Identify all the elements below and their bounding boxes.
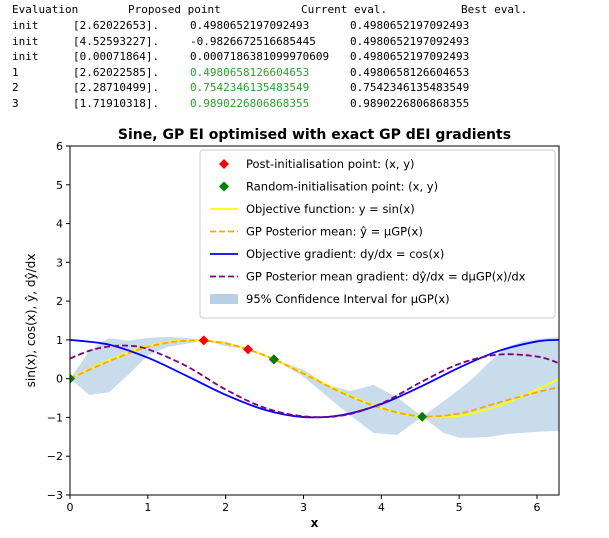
- legend-swatch: [210, 294, 238, 304]
- log-cell-best: 0.4980652197092493: [350, 34, 470, 48]
- legend-entry: GP Posterior mean: ŷ = μGP(x): [246, 225, 423, 239]
- legend-entry: Objective function: y = sin(x): [246, 202, 415, 216]
- log-cell-eval: init: [12, 34, 39, 48]
- log-row: init [0.00071864]. 0.0007186381099970609 0.…: [0, 50, 609, 65]
- sin-line: [70, 339, 559, 419]
- log-header-best: Best eval.: [461, 3, 528, 16]
- legend-entry: Objective gradient: dy/dx = cos(x): [246, 247, 444, 261]
- log-cell-best: 0.4980652197092493: [350, 19, 470, 32]
- log-row: init [2.62022653]. 0.4980652197092493 0.498…: [0, 19, 609, 34]
- legend-marker: [219, 181, 229, 192]
- y-axis-label: sin(x), cos(x), ŷ, dŷ/dx: [24, 254, 38, 388]
- x-tick-label: 1: [144, 501, 151, 514]
- plot-area: [70, 335, 559, 438]
- legend-entry: 95% Confidence Interval for μGP(x): [246, 292, 450, 306]
- log-cell-best: 0.4980652197092493: [350, 50, 470, 63]
- chart: 0 1 2 3 4 5 6 −3 −2 −1 0 1 2 3 4 5 6 Sine, GP EI optimise…: [24, 127, 560, 530]
- log-cell-proposed: [2.28710499].: [73, 81, 160, 94]
- log-cell-current: 0.4980658126604653: [190, 65, 310, 79]
- log-row: 2 [2.28710499]. 0.7542346135483549 0.754234…: [0, 81, 609, 96]
- log-header-evaluation: Evaluation: [12, 3, 79, 16]
- log-cell-proposed: [1.71910318].: [73, 96, 160, 110]
- log-cell-proposed: [4.52593227].: [73, 34, 160, 48]
- chart-title: Sine, GP EI optimised with exact GP dEI …: [118, 127, 511, 143]
- log-row: 1 [2.62022585]. 0.4980658126604653 0.498065…: [0, 66, 609, 81]
- posterior-gradient-line: [70, 344, 559, 419]
- y-tick-label: 6: [56, 140, 63, 153]
- log-header-proposed: Proposed point: [128, 3, 221, 16]
- x-tick-label: 2: [222, 501, 229, 514]
- axes-frame: [69, 145, 560, 496]
- log-cell-current: 0.9890226806868355: [190, 96, 310, 110]
- x-tick-label: 4: [378, 501, 385, 514]
- log-cell-best: 0.4980658126604653: [350, 65, 470, 79]
- y-tick-label: 3: [56, 256, 63, 269]
- legend-box: [199, 149, 556, 319]
- evaluation-log: Evaluation Proposed point Current eval. …: [0, 0, 609, 120]
- log-cell-eval: 2: [12, 81, 19, 94]
- log-cell-best: 0.7542346135483549: [350, 81, 470, 94]
- log-cell-proposed: [2.62022585].: [73, 65, 160, 79]
- log-cell-current: 0.0007186381099970609: [190, 50, 330, 63]
- post-init-point: [198, 335, 209, 346]
- y-tick-label: −1: [47, 411, 63, 424]
- log-cell-current: 0.4980652197092493: [190, 19, 310, 32]
- legend-entry: GP Posterior mean gradient: dŷ/dx = dμGP…: [246, 270, 526, 284]
- log-cell-eval: 1: [12, 65, 19, 79]
- y-tick-label: 4: [56, 218, 63, 231]
- random-init-point: [268, 354, 279, 365]
- x-tick-label: 6: [533, 501, 540, 514]
- x-tick-label: 5: [456, 501, 463, 514]
- x-tick-label: 3: [300, 501, 307, 514]
- legend-entry: Post-initialisation point: (x, y): [246, 157, 415, 171]
- log-header-row: Evaluation Proposed point Current eval. …: [0, 3, 609, 18]
- log-row: init [4.52593227]. -0.9826672516685445 0.49…: [0, 35, 609, 50]
- log-cell-proposed: [2.62022653].: [73, 19, 160, 32]
- log-cell-best: 0.9890226806868355: [350, 96, 470, 110]
- y-tick-label: 0: [56, 373, 63, 386]
- y-tick-label: 5: [56, 179, 63, 192]
- y-tick-label: 1: [56, 334, 63, 347]
- x-axis-label: x: [311, 516, 319, 530]
- random-init-point: [70, 373, 76, 384]
- random-init-point: [417, 411, 428, 422]
- post-init-point: [243, 344, 254, 355]
- log-cell-eval: init: [12, 50, 39, 63]
- log-row: 3 [1.71910318]. 0.9890226806868355 0.989022…: [0, 97, 609, 112]
- log-cell-current: 0.7542346135483549: [190, 81, 310, 94]
- y-tick-label: −2: [47, 450, 63, 463]
- legend: Post-initialisation point: (x, y) Random-…: [199, 149, 556, 319]
- confidence-band: [70, 336, 559, 438]
- log-cell-eval: init: [12, 19, 39, 32]
- y-tick-label: −3: [47, 489, 63, 502]
- log-cell-proposed: [0.00071864].: [73, 50, 160, 63]
- x-tick-label: 0: [67, 501, 74, 514]
- legend-entry: Random-initialisation point: (x, y): [246, 180, 438, 194]
- log-cell-current: -0.9826672516685445: [190, 34, 316, 48]
- y-tick-label: 2: [56, 295, 63, 308]
- log-header-current: Current eval.: [301, 3, 388, 16]
- legend-marker: [219, 159, 229, 169]
- log-cell-eval: 3: [12, 96, 19, 110]
